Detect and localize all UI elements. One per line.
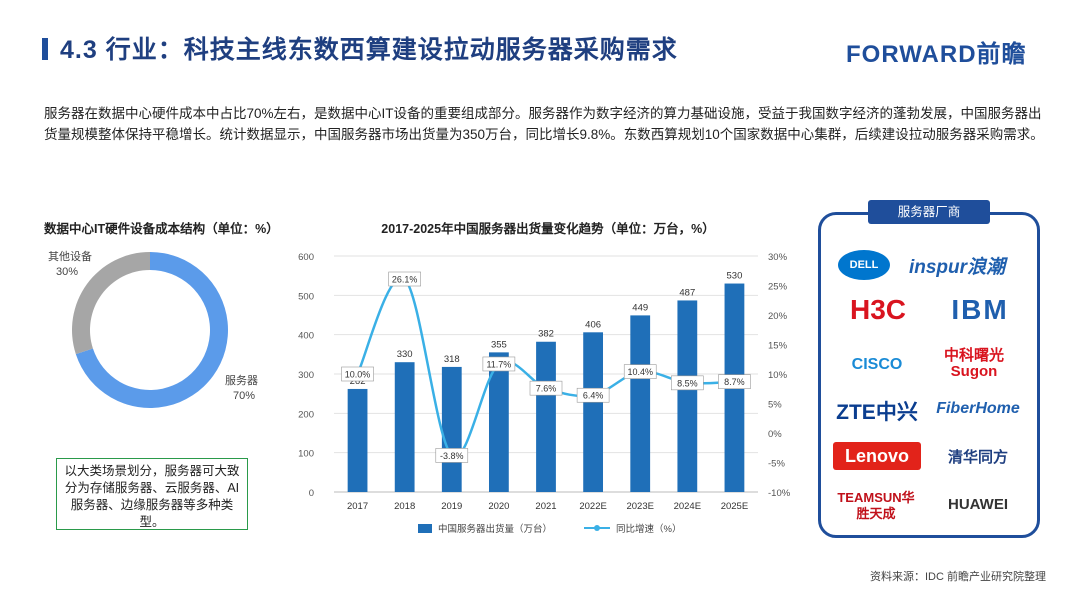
server-types-note: 以大类场景划分，服务器可大致分为存储服务器、云服务器、AI服务器、边缘服务器等多… <box>56 458 248 530</box>
x-tick-label: 2019 <box>441 501 462 512</box>
y-right-tick-label: 10% <box>768 370 788 381</box>
bar <box>630 315 651 492</box>
x-tick-label: 2018 <box>394 501 415 512</box>
growth-value-label: 10.0% <box>345 370 371 380</box>
intro-paragraph: 服务器在数据中心硬件成本中占比70%左右，是数据中心IT设备的重要组成部分。服务… <box>44 106 1044 142</box>
y-left-tick-label: 500 <box>298 291 314 302</box>
vendor-logo-dell: DELL <box>838 250 890 280</box>
growth-value-label: 11.7% <box>486 359 511 369</box>
bar <box>441 366 462 492</box>
bar-value-label: 406 <box>585 319 601 330</box>
bar-value-label: 355 <box>491 339 507 350</box>
vendor-logo-ibm: IBM <box>951 294 1009 325</box>
bar-value-label: 487 <box>679 287 695 298</box>
growth-value-label: 8.7% <box>724 377 745 387</box>
vendor-logo-sugon: 中科曙光 Sugon <box>943 347 1004 380</box>
donut-value-0: 70% <box>233 390 255 402</box>
vendor-logo-lenovo: Lenovo <box>833 442 921 470</box>
y-left-tick-label: 400 <box>298 331 314 342</box>
page-title: 4.3 行业：科技主线东数西算建设拉动服务器采购需求 <box>60 36 678 64</box>
legend-bar-label: 中国服务器出货量（万台） <box>438 523 552 535</box>
y-left-tick-label: 200 <box>298 409 314 420</box>
x-tick-label: 2023E <box>626 501 653 512</box>
growth-label-box <box>388 271 421 287</box>
y-right-tick-label: 15% <box>768 341 788 352</box>
vendor-logo-h3c: H3C <box>849 294 906 325</box>
pie-chart-title: 数据中心IT硬件设备成本结构（单位：%） <box>44 222 279 236</box>
x-tick-label: 2017 <box>347 501 368 512</box>
bar <box>583 332 604 492</box>
bar-chart-title: 2017-2025年中国服务器出货量变化趋势（单位：万台，%） <box>381 222 715 236</box>
title-accent-bar <box>42 38 48 60</box>
y-right-tick-label: -5% <box>768 459 785 470</box>
y-right-tick-label: 5% <box>768 400 782 411</box>
growth-label-box <box>482 356 516 372</box>
growth-value-label: 8.5% <box>677 378 698 388</box>
legend-line-marker <box>594 525 600 531</box>
vendor-panel-title: 服务器厂商 <box>868 200 990 224</box>
growth-value-label: -3.8% <box>440 451 464 461</box>
bar <box>677 300 698 492</box>
bar-value-label: 318 <box>444 354 460 365</box>
y-left-tick-label: 0 <box>309 488 314 499</box>
vendor-logo-inspur: inspur浪潮 <box>908 257 1006 278</box>
vendor-logo-zte: ZTE中兴 <box>836 401 918 424</box>
bar <box>347 388 368 492</box>
bar-value-label: 449 <box>632 302 648 313</box>
cost-structure-donut-chart: 服务器 70% 其他设备 30% <box>48 249 258 408</box>
bar <box>488 352 509 492</box>
growth-label-box <box>576 387 610 403</box>
y-right-tick-label: -10% <box>768 488 791 499</box>
vendor-logo-huawei: HUAWEI <box>948 496 1008 513</box>
y-left-tick-label: 300 <box>298 370 314 381</box>
data-source: 资料来源：IDC 前瞻产业研究院整理 <box>870 571 1046 583</box>
bar-value-label: 262 <box>350 376 366 387</box>
growth-value-label: 6.4% <box>583 391 604 401</box>
bar <box>536 341 556 492</box>
brand-logo: FORWARD前瞻 <box>846 41 1027 68</box>
growth-label-box <box>341 366 374 382</box>
donut-label-0: 服务器 <box>225 374 258 387</box>
legend-line-label: 同比增速（%） <box>616 523 681 535</box>
growth-value-label: 26.1% <box>392 275 418 285</box>
vendor-logo-tongfang: 清华同方 <box>947 449 1008 466</box>
growth-label-box <box>671 375 704 391</box>
x-tick-label: 2024E <box>674 501 701 512</box>
legend-bar-swatch <box>418 524 432 533</box>
y-left-tick-label: 100 <box>298 449 314 460</box>
x-tick-label: 2021 <box>535 501 556 512</box>
x-tick-label: 2022E <box>579 501 606 512</box>
vendor-logo-fiberhome: FiberHome <box>936 400 1020 417</box>
x-tick-label: 2025E <box>721 501 748 512</box>
vendor-logo-teamsun: TEAMSUN华胜天成 <box>837 490 915 521</box>
vendor-logo-cisco: CISCO <box>851 356 903 373</box>
growth-label-box <box>623 364 657 379</box>
growth-label-box <box>529 380 563 396</box>
growth-label-box <box>435 448 469 463</box>
donut-label-1: 其他设备 <box>48 249 92 263</box>
y-right-tick-label: 0% <box>768 429 782 440</box>
bar-value-label: 330 <box>397 349 413 360</box>
y-left-tick-label: 600 <box>298 252 314 263</box>
bar-value-label: 530 <box>727 271 743 282</box>
bar <box>394 362 415 492</box>
donut-value-1: 30% <box>56 266 78 278</box>
growth-label-box <box>718 374 751 389</box>
bar-value-label: 382 <box>538 329 554 340</box>
x-tick-label: 2020 <box>488 501 509 512</box>
growth-value-label: 7.6% <box>536 384 557 394</box>
y-right-tick-label: 25% <box>768 282 788 293</box>
shipment-trend-chart: 0 100 200 300 400 500 600 -10% -5% 0% 5% 10% 15% 20% 2… <box>298 252 791 535</box>
y-right-tick-label: 20% <box>768 311 788 322</box>
growth-value-label: 10.4% <box>627 367 653 377</box>
donut-slice-1 <box>72 252 150 355</box>
y-right-tick-label: 30% <box>768 252 788 263</box>
